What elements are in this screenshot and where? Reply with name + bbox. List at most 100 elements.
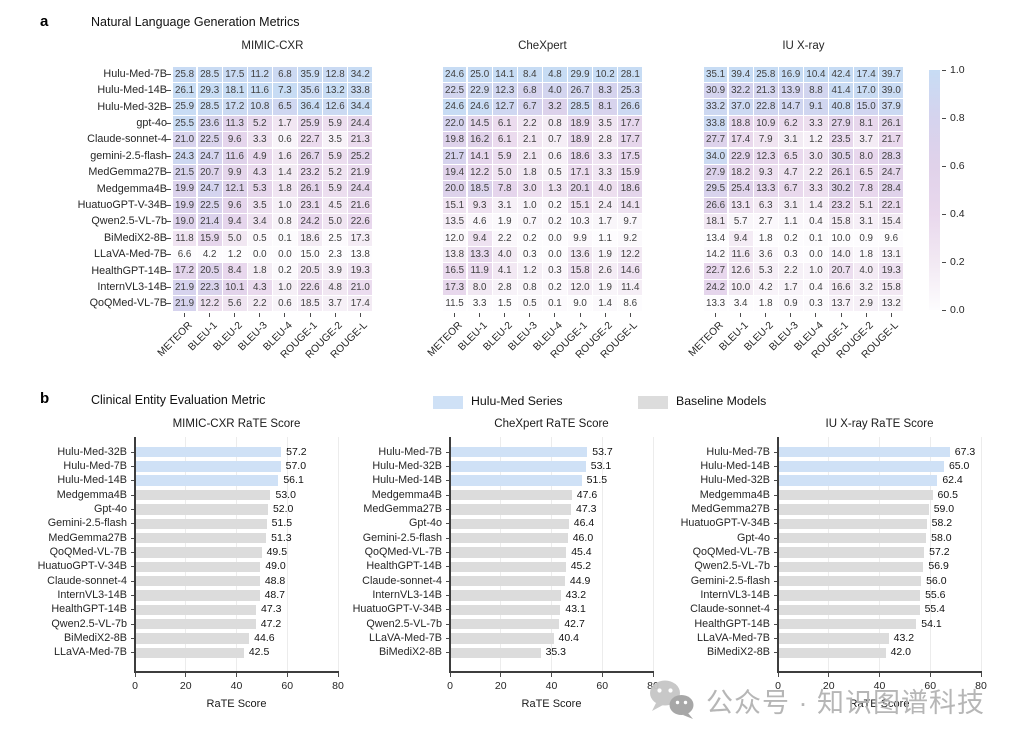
heatmap-cell: 3.7 (323, 296, 348, 312)
bar-value-label: 47.2 (260, 617, 282, 630)
heatmap-cell: 2.3 (323, 247, 348, 263)
heatmap-cell: 8.6 (618, 296, 643, 312)
bar-y-tick (446, 551, 450, 553)
bar-value-label: 43.2 (565, 589, 587, 601)
heatmap-cell: 13.4 (703, 230, 728, 246)
axis-x-tick-label: 60 (596, 680, 609, 692)
bar-value-label: 45.2 (570, 560, 592, 573)
heatmap-cell: 18.8 (728, 115, 753, 131)
heatmap-row-label: InternVL3-14B (97, 280, 167, 293)
heatmap-cell: 12.8 (323, 66, 348, 82)
heatmap-cell: 24.3 (172, 148, 197, 164)
bar-y-tick (131, 465, 135, 467)
heatmap-cell: 18.9 (568, 115, 592, 131)
bar-value-label: 65.0 (948, 459, 970, 472)
bar-y-tick (446, 623, 450, 625)
heatmap-cell: 17.5 (222, 66, 247, 82)
bar-category-label: Gpt-4o (408, 517, 442, 530)
colorbar-tick-label: 0.4 (950, 208, 965, 220)
colorbar-tick (942, 117, 946, 119)
heatmap-cell: 20.0 (442, 181, 467, 197)
heatmap-x-tick (765, 313, 767, 317)
heatmap-cell: 2.2 (804, 165, 828, 181)
heatmap-cell: 9.3 (753, 165, 778, 181)
heatmap-cell: 2.2 (517, 115, 542, 131)
bar (451, 504, 572, 515)
heatmap-cell: 26.1 (298, 181, 322, 197)
bar (451, 461, 586, 472)
heatmap-cell: 26.6 (703, 197, 728, 213)
bar (779, 590, 921, 601)
heatmap-cell: 20.7 (197, 165, 222, 181)
heatmap-cell: 1.9 (593, 279, 618, 295)
bar (451, 590, 561, 601)
heatmap-cell: 17.0 (854, 83, 879, 99)
heatmap-cell: 0.6 (543, 148, 567, 164)
heatmap-cell: 6.6 (172, 247, 197, 263)
heatmap-x-tick (504, 313, 506, 317)
bar-value-label: 57.0 (285, 459, 307, 472)
heatmap-x-tick (629, 313, 631, 317)
bar-y-tick (446, 652, 450, 654)
heatmap-cell: 3.4 (728, 296, 753, 312)
heatmap-cell: 5.1 (854, 197, 879, 213)
heatmap-y-tick (166, 286, 171, 288)
bar-value-label: 42.0 (890, 646, 911, 659)
bar-category-label: Hulu-Med-14B (700, 459, 770, 472)
gridline (980, 437, 982, 672)
bar-value-label: 53.7 (592, 445, 613, 458)
bar (779, 604, 920, 616)
heatmap-cell: 22.1 (879, 197, 904, 213)
bar (451, 547, 567, 558)
heatmap-cell: 2.9 (854, 296, 879, 312)
axis-x-tick (500, 673, 502, 677)
bar-value-label: 60.5 (937, 488, 958, 501)
bar-y-tick (446, 480, 450, 482)
bar-category-label: BiMediX2-8B (378, 646, 442, 659)
heatmap-cell: 21.0 (348, 279, 373, 295)
bar-value-label: 67.3 (954, 445, 976, 458)
bar (779, 518, 927, 529)
bar-y-tick (131, 451, 135, 453)
heatmap-cell: 37.9 (879, 99, 904, 115)
heatmap-cell: 2.1 (517, 148, 542, 164)
heatmap-cell: 5.9 (492, 148, 517, 164)
bar (136, 604, 257, 616)
heatmap-cell: 0.7 (543, 132, 567, 148)
heatmap-cell: 0.5 (247, 230, 272, 246)
bar-category-label: Hulu-Med-7B (378, 445, 442, 458)
heatmap-cell: 5.2 (247, 115, 272, 131)
bar-value-label: 62.4 (942, 474, 963, 487)
axis-x-tick-label: 20 (494, 680, 507, 692)
axis-x-tick (652, 673, 654, 677)
heatmap-cell: 1.8 (753, 230, 778, 246)
bar-value-label: 54.1 (921, 617, 942, 630)
axis-left-spine (777, 437, 779, 672)
heatmap-cell: 5.6 (222, 296, 247, 312)
bar-y-tick (446, 451, 450, 453)
heatmap-cell: 3.3 (467, 296, 492, 312)
heatmap-y-tick (166, 139, 171, 141)
bar-value-label: 43.2 (893, 632, 915, 645)
heatmap-cell: 0.8 (517, 279, 542, 295)
heatmap-row-label: HealthGPT-14B (91, 264, 167, 277)
heatmap-cell: 4.2 (753, 279, 778, 295)
heatmap-cell: 34.4 (348, 99, 373, 115)
bar-value-label: 58.0 (931, 531, 952, 544)
heatmap-cell: 0.2 (778, 230, 803, 246)
heatmap-y-tick (166, 221, 171, 223)
heatmap-cell: 7.8 (854, 181, 879, 197)
bar (451, 489, 572, 501)
colorbar-tick-label: 0.8 (950, 112, 965, 124)
bar-value-label: 51.5 (271, 517, 293, 530)
heatmap-x-tick (334, 313, 336, 317)
bar-y-tick (131, 580, 135, 582)
heatmap-cell: 18.1 (222, 83, 247, 99)
heatmap-cell: 17.3 (348, 230, 373, 246)
heatmap-cell: 0.1 (804, 230, 828, 246)
bar-category-label: Gpt-4o (93, 502, 127, 515)
bar-category-label: Claude-sonnet-4 (690, 603, 770, 616)
heatmap-cell: 1.0 (804, 263, 828, 279)
axis-bottom-spine (777, 671, 982, 673)
heatmap-y-tick (166, 106, 171, 108)
